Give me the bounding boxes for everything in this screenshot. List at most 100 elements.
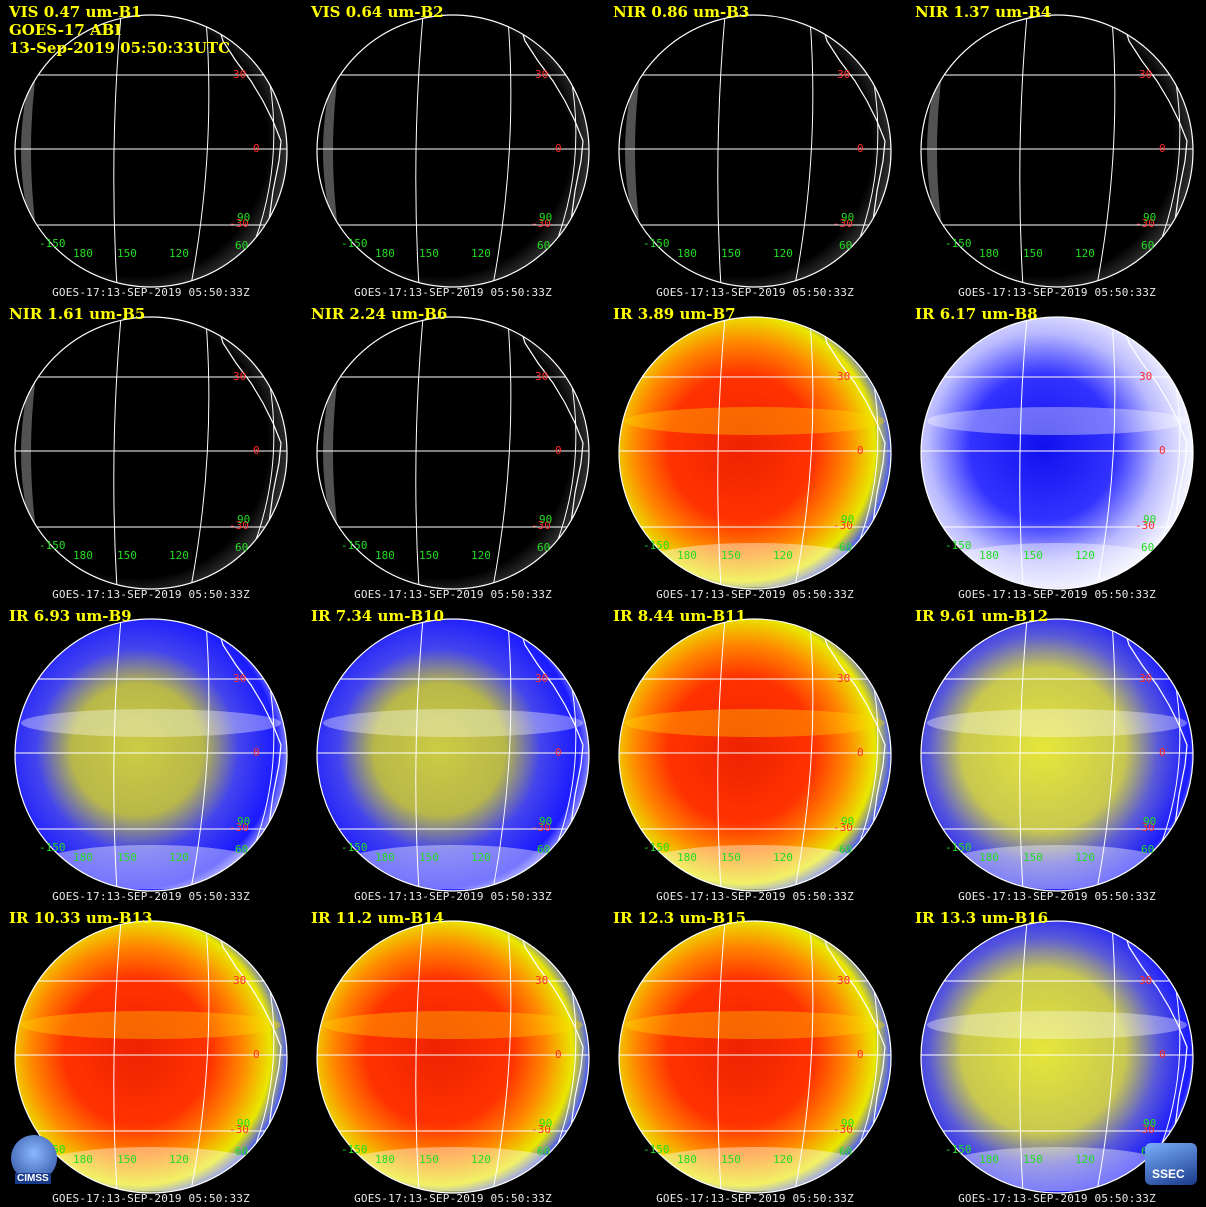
- timestamp-footer: GOES-17:13-SEP-2019 05:50:33Z: [656, 286, 854, 299]
- band-title: IR 10.33 um-B13: [9, 909, 153, 927]
- longitude-label: 150: [1023, 549, 1043, 562]
- longitude-label: 180: [73, 1153, 93, 1166]
- longitude-label: 180: [979, 1153, 999, 1166]
- earth-limb: [618, 920, 892, 1194]
- longitude-label: 180: [979, 549, 999, 562]
- globe-graphic: [14, 14, 288, 288]
- longitude-label: -150: [341, 841, 368, 854]
- latitude-label: 0: [555, 142, 562, 155]
- earth-limb: [920, 316, 1194, 590]
- longitude-label: 150: [721, 1153, 741, 1166]
- graticule-lines: [15, 619, 287, 891]
- latitude-label: 30: [837, 370, 851, 383]
- longitude-label: 60: [537, 843, 551, 856]
- latitude-label: 30: [233, 974, 247, 987]
- image-panel: IR 11.2 um-B14 30 0 -30 -150 180 150 120 60 90 GOE…: [303, 907, 603, 1207]
- timestamp-footer: GOES-17:13-SEP-2019 05:50:33Z: [354, 588, 552, 601]
- globe-graphic: [920, 14, 1194, 288]
- longitude-label: 90: [539, 513, 553, 526]
- longitude-label: -150: [945, 1143, 972, 1156]
- longitude-label: 150: [1023, 1153, 1043, 1166]
- band-title: NIR 1.37 um-B4: [915, 3, 1052, 21]
- latitude-label: -30: [531, 1123, 551, 1136]
- earth-disk: [15, 619, 287, 891]
- latitude-label: -30: [229, 1123, 249, 1136]
- longitude-label: 150: [117, 247, 137, 260]
- globe-graphic: [618, 618, 892, 892]
- latitude-label: 0: [1159, 444, 1166, 457]
- longitude-label: 180: [73, 247, 93, 260]
- earth-limb: [14, 618, 288, 892]
- latitude-label: -30: [531, 821, 551, 834]
- image-panel: IR 3.89 um-B7 30 0 -30 -150 180 150 120 60 90 GOES…: [605, 303, 905, 603]
- longitude-label: 180: [677, 1153, 697, 1166]
- longitude-label: 90: [539, 211, 553, 224]
- longitude-label: 180: [375, 549, 395, 562]
- longitude-label: 120: [1075, 247, 1095, 260]
- longitude-label: 90: [1143, 211, 1157, 224]
- earth-disk: [15, 317, 287, 589]
- band-title: IR 9.61 um-B12: [915, 607, 1049, 625]
- earth-limb: [920, 920, 1194, 1194]
- longitude-label: 120: [471, 1153, 491, 1166]
- globe-graphic: [316, 316, 590, 590]
- longitude-label: -150: [945, 841, 972, 854]
- longitude-label: 90: [237, 1117, 251, 1130]
- latitude-label: -30: [229, 821, 249, 834]
- latitude-label: 0: [857, 1048, 864, 1061]
- earth-disk: [619, 15, 891, 287]
- image-panel: IR 12.3 um-B15 30 0 -30 -150 180 150 120 60 90 GOE…: [605, 907, 905, 1207]
- longitude-label: 60: [235, 843, 249, 856]
- longitude-label: 60: [235, 541, 249, 554]
- longitude-label: 60: [537, 239, 551, 252]
- timestamp-footer: GOES-17:13-SEP-2019 05:50:33Z: [958, 890, 1156, 903]
- earth-limb: [316, 316, 590, 590]
- longitude-label: 60: [235, 1145, 249, 1158]
- longitude-label: -150: [341, 1143, 368, 1156]
- longitude-label: -150: [643, 539, 670, 552]
- earth-disk: [15, 921, 287, 1193]
- longitude-label: 90: [841, 211, 855, 224]
- longitude-label: 60: [235, 239, 249, 252]
- longitude-label: 120: [1075, 549, 1095, 562]
- earth-limb: [920, 14, 1194, 288]
- longitude-label: 180: [375, 851, 395, 864]
- longitude-label: 180: [979, 851, 999, 864]
- image-panel: IR 13.3 um-B16300-30-1501801501206090GOE…: [907, 907, 1206, 1207]
- image-panel: IR 10.33 um-B13300-30-1501801501206090GO…: [1, 907, 301, 1207]
- earth-disk: [317, 15, 589, 287]
- latitude-label: 30: [535, 672, 549, 685]
- band-title: NIR 2.24 um-B6: [311, 305, 448, 323]
- earth-disk: [15, 15, 287, 287]
- graticule-lines: [317, 921, 589, 1193]
- globe-graphic: [618, 14, 892, 288]
- latitude-label: 0: [1159, 746, 1166, 759]
- band-title: VIS 0.47 um-B1: [9, 3, 142, 21]
- longitude-label: 120: [471, 851, 491, 864]
- longitude-label: -150: [945, 539, 972, 552]
- latitude-label: 30: [1139, 68, 1153, 81]
- timestamp-footer: GOES-17:13-SEP-2019 05:50:33Z: [354, 890, 552, 903]
- longitude-label: 90: [539, 815, 553, 828]
- earth-limb: [316, 618, 590, 892]
- band-title: IR 3.89 um-B7: [613, 305, 736, 323]
- longitude-label: 120: [169, 1153, 189, 1166]
- image-panel: IR 9.61 um-B12 30 0 -30 -150 180 150 120 60 90 GOE…: [907, 605, 1206, 905]
- latitude-label: 30: [233, 370, 247, 383]
- longitude-label: 60: [1141, 843, 1155, 856]
- longitude-label: 150: [419, 1153, 439, 1166]
- image-panel: IR 6.17 um-B8 30 0 -30 -150 180 150 120 60 90 GOES…: [907, 303, 1206, 603]
- image-panel: VIS 0.64 um-B2 30 0 -30 -150 180 150 120 60 90 GOE…: [303, 1, 603, 301]
- band-title: NIR 0.86 um-B3: [613, 3, 750, 21]
- longitude-label: 120: [169, 247, 189, 260]
- latitude-label: -30: [1135, 1123, 1155, 1136]
- longitude-label: 150: [721, 851, 741, 864]
- longitude-label: 60: [839, 1145, 853, 1158]
- earth-limb: [316, 920, 590, 1194]
- earth-disk: [921, 15, 1193, 287]
- earth-disk: [619, 921, 891, 1193]
- longitude-label: 150: [419, 851, 439, 864]
- latitude-label: 30: [233, 68, 247, 81]
- earth-disk: [317, 317, 589, 589]
